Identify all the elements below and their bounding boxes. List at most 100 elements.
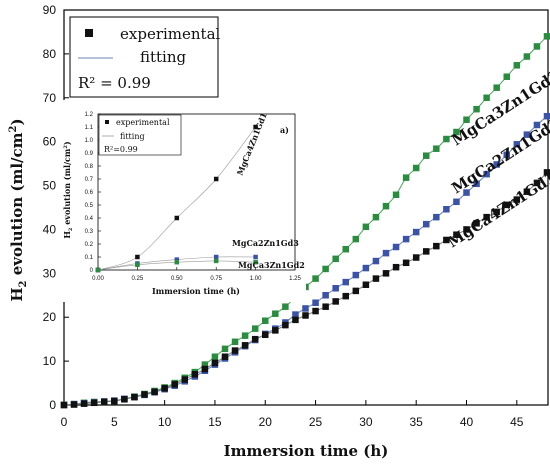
main-point-mgca2zn1gd3 [513, 141, 521, 148]
main-point-mgca3zn1gd2 [312, 275, 319, 282]
inset-y-tick-label: 1.0 [85, 138, 94, 144]
main-point-mgca4zn1gd1 [443, 236, 450, 244]
main-point-mgca3zn1gd2 [372, 213, 380, 221]
main-x-tick-label: 45 [510, 415, 524, 429]
main-point-mgca3zn1gd2 [382, 202, 390, 210]
main-point-mgca3zn1gd2 [493, 84, 500, 91]
main-point-mgca2zn1gd3 [483, 170, 490, 178]
main-point-mgca4zn1gd1 [453, 231, 460, 238]
main-y-axis-label: H2 evolution (ml/cm2) [8, 118, 29, 301]
main-point-mgca2zn1gd3 [302, 305, 309, 312]
main-point-mgca2zn1gd3 [352, 271, 360, 279]
main-x-tick-label: 40 [460, 415, 474, 429]
main-y-tick-label: 90 [43, 3, 57, 17]
main-y-tick-label: 50 [43, 179, 57, 193]
main-x-tick-label: 10 [158, 415, 172, 429]
inset-axis-ticks: 0.00 0.25 0.50 0.75 1.00 1.25 0 0.1 0.2 0.3 0.4 0.5… [85, 112, 302, 282]
main-x-tick-label: 5 [111, 415, 118, 429]
main-y-tick-label: 60 [43, 135, 57, 149]
main-point-mgca4zn1gd1 [231, 347, 239, 354]
main-y-tick-label: 0 [49, 398, 56, 412]
inset-point-mgca4zn1gd1 [174, 215, 180, 221]
inset-y-tick-label: 1.2 [85, 112, 94, 118]
main-point-mgca4zn1gd1 [433, 242, 440, 250]
legend-r2-text: R² = 0.99 [78, 74, 151, 92]
main-point-mgca2zn1gd3 [423, 220, 430, 228]
main-point-mgca3zn1gd2 [463, 116, 470, 123]
main-point-mgca4zn1gd1 [60, 401, 68, 409]
main-point-mgca3zn1gd2 [262, 317, 269, 324]
inset-point-mgca3zn1gd2 [253, 259, 258, 265]
main-point-mgca3zn1gd2 [443, 135, 450, 143]
main-x-tick-label: 25 [309, 415, 323, 429]
main-point-mgca2zn1gd3 [342, 278, 349, 286]
inset-y-tick-label: 0.7 [85, 177, 94, 183]
main-point-mgca2zn1gd3 [392, 243, 400, 251]
inset-x-tick-label: 1.00 [250, 276, 262, 282]
main-point-mgca4zn1gd1 [322, 303, 329, 310]
main-point-mgca3zn1gd2 [453, 128, 460, 136]
main-x-tick-label: 0 [61, 415, 68, 429]
main-point-mgca4zn1gd1 [362, 281, 370, 288]
main-point-mgca4zn1gd1 [151, 388, 158, 396]
inset-point-mgca3zn1gd2 [135, 262, 140, 268]
main-point-mgca4zn1gd1 [292, 316, 299, 324]
main-point-mgca4zn1gd1 [302, 312, 309, 319]
inset-point-mgca4zn1gd1 [213, 176, 219, 182]
inset-legend: experimental fitting R²=0.99 [98, 114, 182, 156]
main-point-mgca3zn1gd2 [221, 345, 229, 353]
main-point-mgca3zn1gd2 [483, 94, 490, 102]
inset-legend-box [98, 114, 182, 156]
main-x-tick-label: 35 [410, 415, 424, 429]
main-point-mgca3zn1gd2 [362, 223, 370, 231]
main-point-mgca2zn1gd3 [433, 213, 440, 221]
main-x-tick-label: 15 [208, 415, 222, 429]
main-point-mgca4zn1gd1 [493, 208, 500, 216]
inset-x-tick-label: 0.25 [132, 276, 144, 282]
main-point-mgca3zn1gd2 [423, 152, 430, 159]
main-point-mgca3zn1gd2 [342, 245, 349, 253]
main-y-tick-label: 10 [43, 354, 57, 368]
main-point-mgca2zn1gd3 [473, 180, 480, 188]
main-point-mgca4zn1gd1 [251, 335, 259, 343]
main-point-mgca4zn1gd1 [191, 371, 199, 378]
main-point-mgca4zn1gd1 [70, 401, 78, 408]
inset-legend-r2-text: R²=0.99 [104, 145, 138, 154]
inset-y-tick-label: 0.5 [85, 203, 94, 209]
inset-point-mgca3zn1gd2 [95, 267, 101, 273]
inset-data-points [95, 124, 258, 273]
main-point-mgca3zn1gd2 [201, 361, 209, 368]
main-point-mgca3zn1gd2 [241, 332, 249, 339]
inset-point-mgca3zn1gd2 [213, 258, 219, 264]
main-point-mgca4zn1gd1 [171, 381, 178, 388]
main-point-mgca4zn1gd1 [342, 292, 349, 300]
main-point-mgca4zn1gd1 [423, 248, 430, 255]
inset-x-tick-label: 0.00 [92, 276, 104, 282]
inset-legend-experimental-text: experimental [116, 118, 170, 127]
inset-panel-label: a) [280, 125, 289, 135]
main-x-axis-label: Immersion time (h) [224, 442, 389, 460]
main-point-mgca3zn1gd2 [412, 164, 420, 172]
main-x-tick-label: 20 [259, 415, 273, 429]
inset-x-tick-label: 0.75 [210, 276, 222, 282]
inset-y-tick-label: 0.1 [85, 255, 94, 261]
main-point-mgca4zn1gd1 [533, 179, 541, 187]
main-point-mgca2zn1gd3 [463, 189, 470, 196]
main-legend-box [69, 16, 219, 98]
inset-y-tick-label: 0.2 [85, 242, 94, 248]
inset-point-mgca3zn1gd2 [174, 259, 180, 265]
inset-series-label-mgca3zn1gd2: MgCa3Zn1Gd2 [238, 260, 305, 270]
main-point-mgca4zn1gd1 [483, 213, 490, 221]
main-y-tick-label: 70 [43, 91, 57, 105]
main-point-mgca2zn1gd3 [312, 299, 319, 306]
main-point-mgca4zn1gd1 [503, 201, 510, 209]
main-point-mgca2zn1gd3 [412, 228, 420, 236]
main-point-mgca3zn1gd2 [352, 235, 360, 243]
main-point-mgca3zn1gd2 [231, 338, 239, 346]
main-point-mgca4zn1gd1 [523, 188, 531, 195]
inset-legend-fitting-text: fitting [120, 132, 145, 141]
main-point-mgca3zn1gd2 [513, 62, 521, 69]
main-point-mgca3zn1gd2 [433, 145, 440, 152]
main-x-tick-label: 30 [359, 415, 373, 429]
